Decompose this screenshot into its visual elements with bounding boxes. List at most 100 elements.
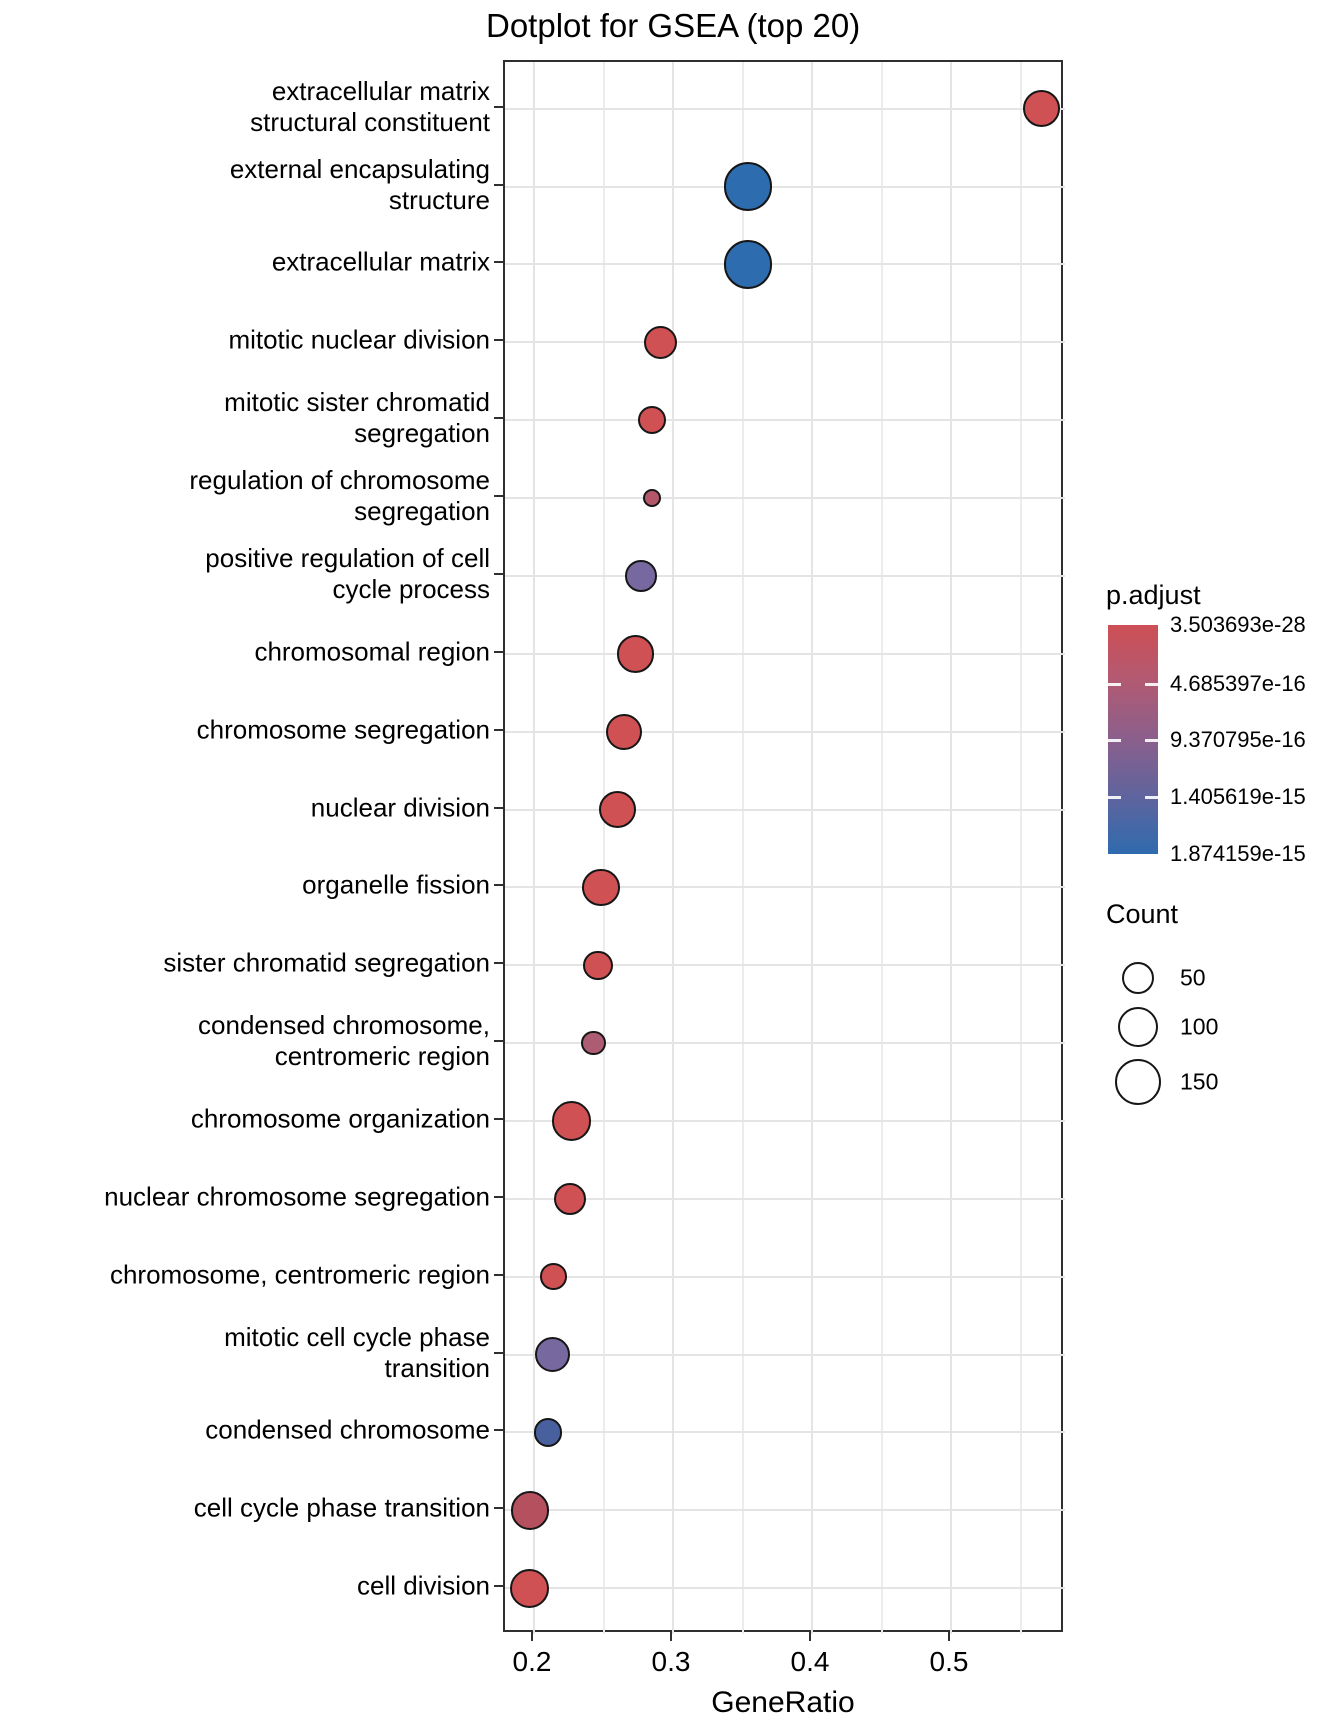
p-adjust-scale-label: 9.370795e-16 bbox=[1170, 727, 1306, 753]
count-legend-label: 150 bbox=[1180, 1068, 1219, 1095]
gridline-horizontal-major bbox=[505, 107, 1065, 110]
gridline-vertical-minor bbox=[880, 62, 883, 1634]
gridline-horizontal-major bbox=[505, 1275, 1065, 1278]
y-axis-label: cell division bbox=[357, 1570, 490, 1601]
y-axis-tick bbox=[494, 261, 503, 264]
gsea-dot bbox=[625, 560, 657, 592]
y-axis-label: nuclear chromosome segregation bbox=[104, 1181, 490, 1212]
gsea-dot bbox=[642, 488, 662, 508]
y-axis-tick bbox=[494, 650, 503, 653]
x-axis-tick bbox=[531, 1632, 533, 1641]
p-adjust-scale-label: 1.874159e-15 bbox=[1170, 841, 1306, 866]
y-axis-label: mitotic sister chromatid segregation bbox=[224, 387, 490, 449]
y-axis-tick bbox=[494, 417, 503, 420]
gridline-horizontal-major bbox=[505, 808, 1065, 811]
y-axis-label: mitotic cell cycle phase transition bbox=[224, 1321, 490, 1383]
gridline-horizontal-major bbox=[505, 1120, 1065, 1122]
gridline-horizontal-major bbox=[505, 1431, 1065, 1434]
plot-panel bbox=[503, 60, 1065, 1634]
y-axis-tick bbox=[494, 884, 503, 887]
y-axis-label: organelle fission bbox=[302, 869, 490, 900]
y-axis-label: mitotic nuclear division bbox=[228, 324, 490, 355]
gridline-horizontal-major bbox=[505, 1587, 1065, 1590]
gridline-horizontal-major bbox=[505, 419, 1065, 422]
y-axis-tick bbox=[494, 1351, 503, 1354]
y-axis-tick bbox=[494, 962, 503, 965]
gsea-dot bbox=[534, 1337, 570, 1373]
count-legend-circle bbox=[1114, 1058, 1162, 1106]
gsea-dot bbox=[606, 713, 643, 750]
count-legend-title: Count bbox=[1106, 899, 1179, 929]
gridline-vertical-major bbox=[672, 62, 674, 1634]
gridline-horizontal-major bbox=[505, 964, 1065, 967]
gsea-dot bbox=[643, 325, 678, 359]
y-axis-label: chromosome, centromeric region bbox=[109, 1259, 490, 1290]
p-adjust-colorbar-tick bbox=[1145, 682, 1158, 686]
gridline-horizontal-major bbox=[505, 1197, 1065, 1200]
x-axis-tick bbox=[948, 1632, 950, 1641]
y-axis-tick bbox=[494, 105, 503, 108]
plot-title: Dotplot for GSEA (top 20) bbox=[486, 7, 861, 44]
gsea-dot bbox=[510, 1568, 550, 1608]
gridline-horizontal-major bbox=[505, 497, 1065, 500]
gsea-dot bbox=[540, 1263, 567, 1291]
x-axis-tick-label: 0.3 bbox=[651, 1646, 691, 1677]
count-legend-circle bbox=[1122, 962, 1154, 994]
p-adjust-colorbar-tick bbox=[1108, 739, 1121, 743]
gsea-dot bbox=[581, 868, 620, 907]
p-adjust-scale-label: 4.685397e-16 bbox=[1170, 670, 1306, 696]
p-adjust-colorbar-tick bbox=[1145, 739, 1158, 743]
y-axis-tick bbox=[494, 1585, 503, 1588]
gridline-vertical-major bbox=[950, 62, 952, 1634]
y-axis-label: extracellular matrix structural constitu… bbox=[250, 75, 490, 137]
y-axis-tick bbox=[494, 728, 503, 731]
y-axis-label: extracellular matrix bbox=[271, 246, 490, 277]
gridline-horizontal-major bbox=[505, 185, 1065, 188]
y-axis-label: external encapsulating structure bbox=[229, 153, 490, 215]
p-adjust-colorbar-tick bbox=[1145, 796, 1158, 800]
p-adjust-scale-label: 3.503693e-28 bbox=[1170, 612, 1306, 637]
y-axis-tick bbox=[494, 572, 503, 575]
y-axis-tick bbox=[494, 1507, 503, 1510]
gridline-horizontal-major bbox=[505, 1042, 1065, 1045]
gridline-vertical-major bbox=[811, 62, 813, 1634]
p-adjust-scale-label: 1.405619e-15 bbox=[1170, 784, 1306, 810]
gsea-dot bbox=[723, 162, 773, 211]
x-axis-tick-label: 0.2 bbox=[512, 1646, 552, 1677]
gsea-dot bbox=[551, 1101, 592, 1141]
y-axis-label: nuclear division bbox=[310, 792, 490, 823]
y-axis-label: sister chromatid segregation bbox=[163, 947, 490, 978]
y-axis-tick bbox=[494, 1118, 503, 1120]
gsea-dot bbox=[616, 634, 655, 673]
y-axis-tick bbox=[494, 806, 503, 809]
y-axis-tick bbox=[494, 1273, 503, 1276]
count-legend-circle bbox=[1118, 1007, 1158, 1047]
y-axis-label: positive regulation of cell cycle proces… bbox=[205, 542, 490, 604]
y-axis-label: chromosome segregation bbox=[196, 714, 490, 745]
x-axis-tick-label: 0.4 bbox=[790, 1646, 830, 1677]
gridline-horizontal-major bbox=[505, 574, 1065, 577]
gridline-horizontal-major bbox=[505, 652, 1065, 655]
y-axis-tick bbox=[494, 339, 503, 342]
gridline-horizontal-major bbox=[505, 886, 1065, 889]
x-axis-tick bbox=[670, 1632, 672, 1641]
gridline-vertical-minor bbox=[1019, 62, 1022, 1634]
y-axis-label: condensed chromosome, centromeric region bbox=[198, 1010, 490, 1072]
gsea-dot bbox=[510, 1491, 550, 1530]
gsea-dot bbox=[1022, 90, 1061, 128]
y-axis-tick bbox=[494, 1429, 503, 1432]
y-axis-label: chromosomal region bbox=[254, 636, 490, 667]
p-adjust-colorbar-tick bbox=[1108, 682, 1121, 686]
gridline-vertical-minor bbox=[741, 62, 744, 1634]
y-axis-tick bbox=[494, 1195, 503, 1198]
count-legend-label: 100 bbox=[1180, 1013, 1219, 1040]
y-axis-tick bbox=[494, 1040, 503, 1043]
gsea-dot bbox=[553, 1182, 587, 1216]
y-axis-label: cell cycle phase transition bbox=[193, 1492, 490, 1523]
x-axis-tick bbox=[809, 1632, 811, 1641]
y-axis-tick bbox=[494, 495, 503, 498]
gridline-horizontal-major bbox=[505, 263, 1065, 266]
p-adjust-colorbar-tick bbox=[1108, 796, 1121, 800]
gsea-dot bbox=[583, 950, 613, 980]
